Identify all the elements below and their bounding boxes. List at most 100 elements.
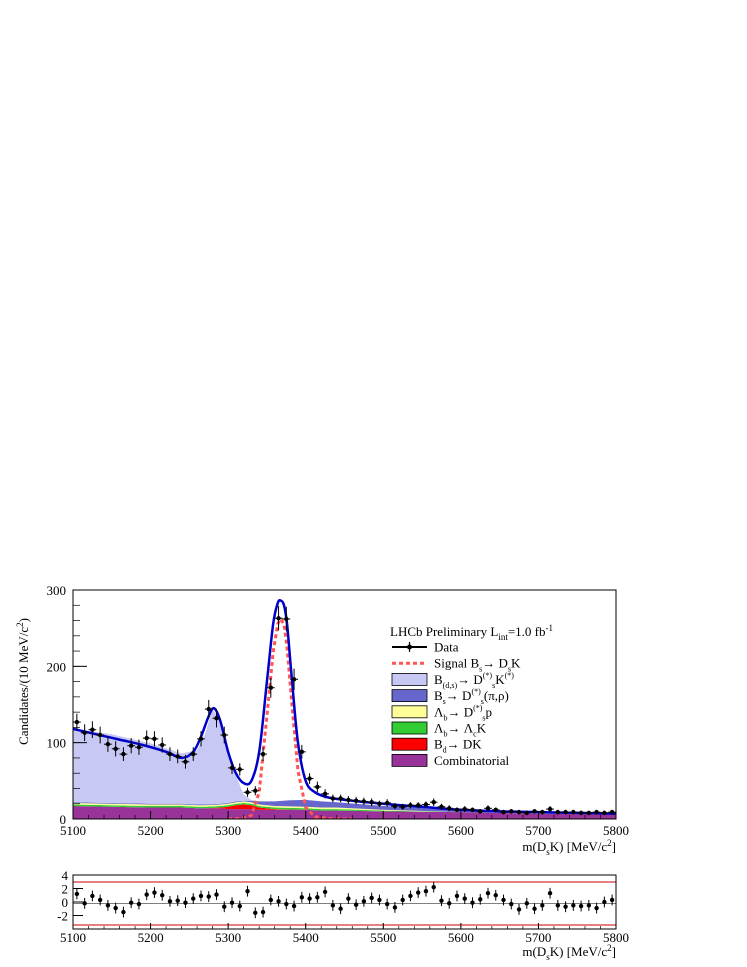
legend-label: Data xyxy=(434,640,459,655)
data-point xyxy=(321,789,329,799)
pull-point xyxy=(245,885,250,897)
pull-point xyxy=(315,891,320,903)
data-point xyxy=(135,739,143,755)
data-point xyxy=(553,809,562,815)
main-plot: 5100 5200 5300 5400 5500 5600 5700 5800 0 100 200… xyxy=(15,583,629,857)
x-tick-label: 5400 xyxy=(293,823,319,838)
y-tick-label: 200 xyxy=(47,659,67,674)
pull-point xyxy=(167,895,173,907)
pull-point xyxy=(408,890,413,902)
pull-x-tick-label: 5500 xyxy=(370,930,396,945)
x-tick-label: 5600 xyxy=(448,823,474,838)
pull-point xyxy=(384,898,390,910)
data-point xyxy=(484,805,492,812)
x-tick-label: 5500 xyxy=(370,823,396,838)
pull-point xyxy=(493,889,498,901)
component-comb xyxy=(73,806,616,819)
pull-point xyxy=(454,890,460,902)
pull-point xyxy=(509,898,514,910)
pull-x-axis: 5100 5200 5300 5400 5500 5600 5700 5800 xyxy=(60,923,629,945)
data-point xyxy=(445,805,454,812)
pull-point xyxy=(74,888,80,900)
data-point xyxy=(220,726,229,744)
pull-point xyxy=(602,896,607,908)
pull-point xyxy=(152,887,157,898)
data-point xyxy=(80,724,89,742)
legend-label: Combinatorial xyxy=(434,753,509,768)
pull-point xyxy=(501,894,506,906)
data-point xyxy=(166,747,174,761)
pull-point xyxy=(299,891,305,903)
data-point xyxy=(344,796,353,804)
legend-item-data: Data xyxy=(392,640,459,655)
legend-label: Signal Bs→ DsK xyxy=(434,656,521,674)
data-point xyxy=(228,761,236,774)
pull-point xyxy=(105,899,111,911)
data-point xyxy=(119,747,128,761)
data-point xyxy=(561,809,570,815)
data-point xyxy=(592,809,601,815)
pull-x-tick-label: 5700 xyxy=(525,930,551,945)
pull-point xyxy=(276,895,281,907)
pull-point xyxy=(578,900,584,912)
data-point xyxy=(546,806,554,813)
data-point xyxy=(290,668,298,690)
data-point xyxy=(476,809,485,814)
pull-point xyxy=(431,881,436,893)
pull-point xyxy=(447,897,452,909)
pull-y-tick-label: 0 xyxy=(62,895,69,910)
pull-point xyxy=(284,898,289,910)
data-point xyxy=(391,802,399,810)
data-point xyxy=(96,726,105,744)
pull-point xyxy=(346,893,351,905)
y-tick-label: 0 xyxy=(60,812,67,827)
pull-point xyxy=(547,887,553,899)
pull-point xyxy=(516,904,522,915)
pull-point xyxy=(191,893,196,905)
pull-point xyxy=(369,892,374,904)
data-point xyxy=(352,796,361,805)
main-frame xyxy=(72,589,617,820)
pull-point xyxy=(330,899,336,911)
pull-point xyxy=(253,907,258,919)
data-point xyxy=(127,738,136,754)
pull-point xyxy=(470,897,475,909)
signal-component xyxy=(228,616,353,819)
legend-label: B(d,s)→ D(*)sK(*) xyxy=(434,671,514,690)
data-point xyxy=(460,806,469,813)
pull-point xyxy=(268,894,274,906)
data-point xyxy=(111,741,120,757)
pull-point xyxy=(175,895,180,907)
y-tick-label: 300 xyxy=(47,583,67,598)
data-point xyxy=(414,802,423,809)
data-point xyxy=(406,802,415,809)
data-point xyxy=(360,797,368,806)
pull-point xyxy=(291,900,297,912)
pull-point xyxy=(563,901,568,913)
pull-point xyxy=(229,897,235,909)
data-point xyxy=(600,810,609,816)
data-point xyxy=(383,799,392,807)
x-tick-label: 5700 xyxy=(525,823,551,838)
pull-x-label: m(DsK) [MeV/c2] xyxy=(522,943,616,962)
data-point xyxy=(243,787,252,797)
data-point xyxy=(305,773,314,784)
data-point xyxy=(181,754,190,769)
pull-x-tick-label: 5100 xyxy=(60,930,86,945)
data-point xyxy=(584,810,593,816)
legend-label: Bs→ D(*)s(π,ρ) xyxy=(434,687,509,706)
pull-point xyxy=(82,897,87,909)
pull-point xyxy=(307,893,312,905)
component-lb1 xyxy=(73,801,616,815)
pull-point xyxy=(128,897,134,909)
legend-label: Λb→ ΛcK xyxy=(434,721,487,739)
legend-label: Bd→ DK xyxy=(434,737,482,755)
pull-point xyxy=(260,906,266,918)
data-point xyxy=(266,677,275,698)
legend-item-lb2: Λb→ ΛcK xyxy=(391,721,487,739)
data-point xyxy=(437,803,446,810)
pull-point xyxy=(439,895,444,907)
